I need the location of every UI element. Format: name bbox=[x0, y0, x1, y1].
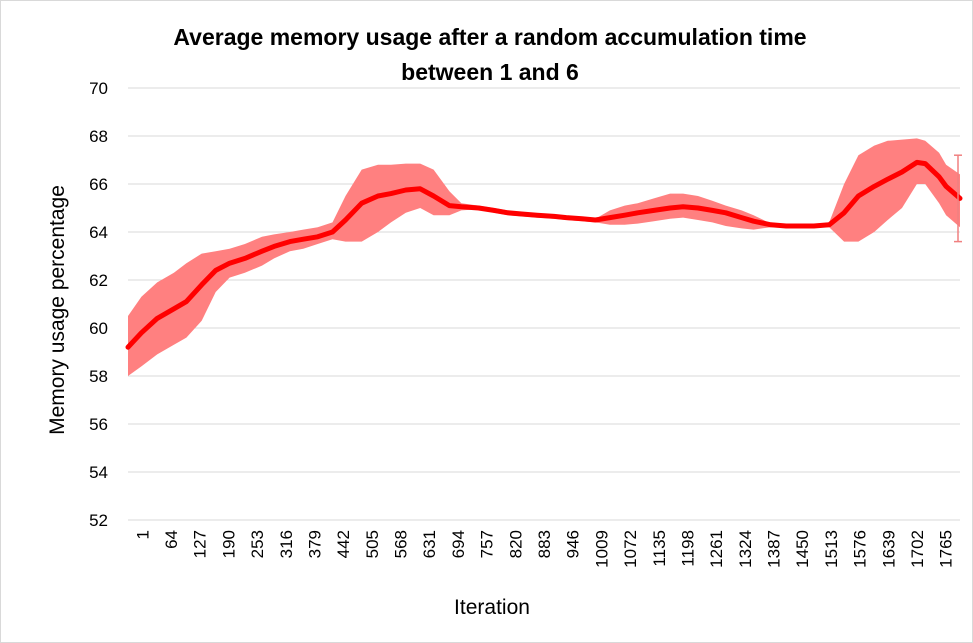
y-tick-label: 60 bbox=[89, 319, 108, 338]
x-tick-label: 883 bbox=[535, 530, 554, 558]
x-axis-label: Iteration bbox=[454, 596, 530, 619]
y-tick-label: 64 bbox=[89, 223, 108, 242]
x-tick-label: 1639 bbox=[879, 530, 898, 568]
x-tick-label: 316 bbox=[277, 530, 296, 558]
y-tick-label: 70 bbox=[89, 79, 108, 98]
y-tick-label: 54 bbox=[89, 463, 108, 482]
x-tick-label: 1702 bbox=[908, 530, 927, 568]
y-tick-label: 62 bbox=[89, 271, 108, 290]
x-tick-label: 694 bbox=[449, 530, 468, 558]
y-axis-ticks: 52 54 56 58 60 62 64 66 68 70 bbox=[89, 79, 108, 530]
x-tick-label: 1009 bbox=[592, 530, 611, 568]
x-tick-label: 1765 bbox=[937, 530, 956, 568]
x-axis-ticks: 1 64 127 190 253 316 379 442 505 568 631 694 757 820 8… bbox=[133, 530, 955, 568]
x-tick-label: 757 bbox=[478, 530, 497, 558]
chart-title-line-2: between 1 and 6 bbox=[401, 59, 579, 85]
x-tick-label: 253 bbox=[248, 530, 267, 558]
x-tick-label: 1576 bbox=[851, 530, 870, 568]
mean-line bbox=[125, 159, 963, 350]
error-bar bbox=[954, 154, 962, 243]
x-tick-label: 1513 bbox=[822, 530, 841, 568]
x-tick-label: 190 bbox=[219, 530, 238, 558]
x-tick-label: 64 bbox=[162, 530, 181, 549]
chart-title-line-1: Average memory usage after a random accu… bbox=[173, 24, 807, 50]
y-axis-label: Memory usage percentage bbox=[46, 185, 69, 435]
x-tick-label: 505 bbox=[363, 530, 382, 558]
x-tick-label: 379 bbox=[305, 530, 324, 558]
x-tick-label: 1 bbox=[133, 530, 152, 539]
x-tick-label: 1135 bbox=[650, 530, 669, 567]
x-tick-label: 1387 bbox=[765, 530, 784, 568]
y-tick-label: 68 bbox=[89, 127, 108, 146]
gridlines bbox=[128, 87, 960, 521]
x-tick-label: 127 bbox=[191, 530, 210, 558]
x-tick-label: 568 bbox=[392, 530, 411, 558]
x-tick-label: 1072 bbox=[621, 530, 640, 568]
y-tick-label: 56 bbox=[89, 415, 108, 434]
x-tick-label: 631 bbox=[420, 530, 439, 558]
confidence-band bbox=[128, 138, 960, 376]
x-tick-label: 1261 bbox=[707, 530, 726, 568]
x-tick-label: 1324 bbox=[736, 530, 755, 568]
series-line bbox=[125, 159, 963, 350]
y-tick-label: 58 bbox=[89, 367, 108, 386]
x-tick-label: 1450 bbox=[793, 530, 812, 568]
y-tick-label: 66 bbox=[89, 175, 108, 194]
band-area bbox=[128, 138, 960, 376]
y-tick-label: 52 bbox=[89, 511, 108, 530]
x-tick-label: 946 bbox=[564, 530, 583, 558]
x-tick-label: 442 bbox=[334, 530, 353, 558]
x-tick-label: 1198 bbox=[678, 530, 697, 567]
x-tick-label: 820 bbox=[506, 530, 525, 558]
